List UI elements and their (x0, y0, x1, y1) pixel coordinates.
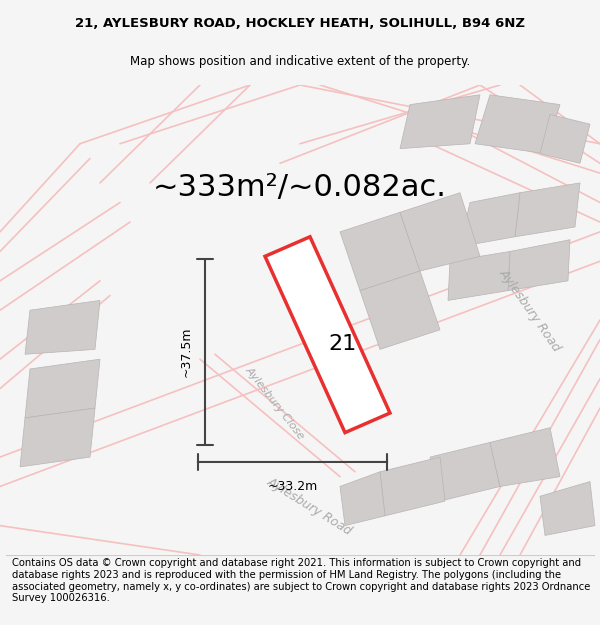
Polygon shape (265, 237, 390, 432)
Polygon shape (25, 359, 100, 418)
Polygon shape (340, 213, 420, 291)
Polygon shape (25, 301, 100, 354)
Polygon shape (540, 114, 590, 163)
Polygon shape (400, 95, 480, 149)
Polygon shape (540, 481, 595, 536)
Polygon shape (400, 192, 480, 271)
Text: 21: 21 (328, 334, 356, 354)
Polygon shape (508, 240, 570, 291)
Text: ~33.2m: ~33.2m (268, 479, 317, 492)
Polygon shape (360, 271, 440, 349)
Polygon shape (20, 408, 95, 467)
Polygon shape (475, 95, 560, 154)
Text: Aylesbury Road: Aylesbury Road (497, 266, 563, 354)
Text: 21, AYLESBURY ROAD, HOCKLEY HEATH, SOLIHULL, B94 6NZ: 21, AYLESBURY ROAD, HOCKLEY HEATH, SOLIH… (75, 18, 525, 30)
Text: ~333m²/~0.082ac.: ~333m²/~0.082ac. (153, 173, 447, 203)
Text: Contains OS data © Crown copyright and database right 2021. This information is : Contains OS data © Crown copyright and d… (12, 559, 590, 603)
Polygon shape (340, 472, 385, 526)
Polygon shape (380, 457, 445, 516)
Text: Aylesbury Road: Aylesbury Road (265, 474, 355, 538)
Text: ~37.5m: ~37.5m (180, 327, 193, 377)
Polygon shape (448, 251, 510, 301)
Polygon shape (515, 183, 580, 237)
Polygon shape (460, 192, 520, 246)
Polygon shape (490, 428, 560, 486)
Text: Aylesbury Close: Aylesbury Close (244, 365, 307, 441)
Text: Map shows position and indicative extent of the property.: Map shows position and indicative extent… (130, 55, 470, 68)
Polygon shape (430, 442, 500, 501)
